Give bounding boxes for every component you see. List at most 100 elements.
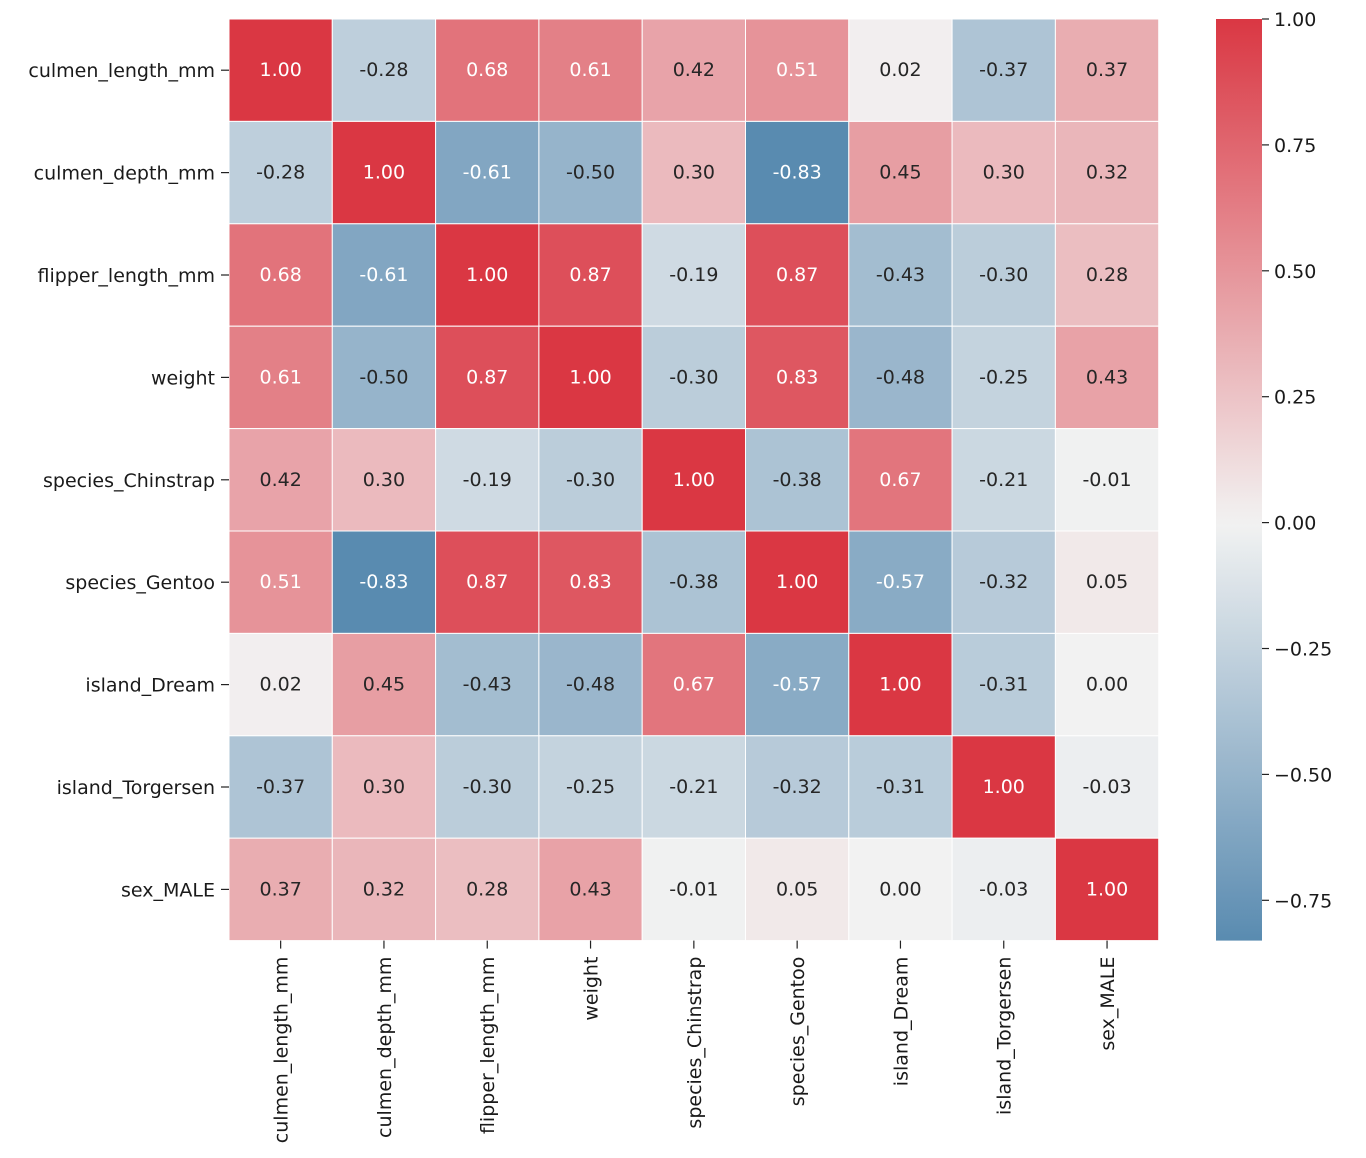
heatmap-cell-4-5 bbox=[745, 428, 850, 532]
heatmap-cell-1-7 bbox=[951, 120, 1056, 225]
cell-value-label-3-1: -0.50 bbox=[359, 366, 408, 388]
cell-value-label-6-4: 0.67 bbox=[673, 674, 715, 696]
cell-value-label-4-6: 0.67 bbox=[879, 469, 921, 491]
cell-value-label-2-8: 0.28 bbox=[1086, 264, 1128, 286]
cell-value-label-5-4: -0.38 bbox=[669, 571, 718, 593]
cell-value-label-7-5: -0.32 bbox=[773, 776, 822, 798]
cell-value-label-1-6: 0.45 bbox=[879, 162, 921, 184]
cell-value-label-0-2: 0.68 bbox=[466, 59, 508, 81]
cell-value-label-5-2: 0.87 bbox=[466, 571, 508, 593]
cell-value-label-6-2: -0.43 bbox=[463, 674, 512, 696]
heatmap-cell-7-2 bbox=[435, 735, 540, 839]
heatmap-cell-5-0 bbox=[228, 530, 333, 634]
heatmap-cell-7-3 bbox=[538, 735, 643, 839]
cell-value-label-0-7: -0.37 bbox=[979, 59, 1028, 81]
y-tick-label-6: island_Dream bbox=[85, 675, 215, 697]
cell-value-label-1-1: 1.00 bbox=[363, 162, 405, 184]
heatmap-cell-8-2 bbox=[435, 837, 540, 942]
heatmap-cell-8-4 bbox=[641, 837, 747, 942]
heatmap-cell-8-3 bbox=[538, 837, 643, 942]
cell-value-label-0-0: 1.00 bbox=[259, 59, 301, 81]
heatmap-cell-7-4 bbox=[641, 735, 747, 839]
cell-value-label-2-6: -0.43 bbox=[876, 264, 925, 286]
heatmap-cell-5-5 bbox=[745, 530, 850, 634]
cell-value-label-7-8: -0.03 bbox=[1082, 776, 1131, 798]
cell-value-label-2-1: -0.61 bbox=[359, 264, 408, 286]
cell-value-label-1-3: -0.50 bbox=[566, 162, 615, 184]
cell-value-label-6-7: -0.31 bbox=[979, 674, 1028, 696]
heatmap-cell-0-3 bbox=[538, 18, 643, 122]
cell-value-label-0-1: -0.28 bbox=[359, 59, 408, 81]
cell-value-label-3-7: -0.25 bbox=[979, 366, 1028, 388]
heatmap-cell-2-6 bbox=[848, 223, 953, 327]
heatmap-cell-0-1 bbox=[331, 18, 437, 122]
heatmap-cell-7-0 bbox=[228, 735, 333, 839]
heatmap-cell-0-2 bbox=[435, 18, 540, 122]
colorbar: 1.00 0.75 0.50 0.25 0.00 −0.25 −0.50 −0.75 bbox=[1216, 9, 1332, 941]
x-tick-label-0: culmen_length_mm bbox=[271, 957, 293, 1144]
cell-value-label-7-7: 1.00 bbox=[983, 776, 1025, 798]
cell-value-label-3-4: -0.30 bbox=[669, 366, 718, 388]
heatmap-cell-3-1 bbox=[331, 325, 437, 430]
cell-value-label-7-6: -0.31 bbox=[876, 776, 925, 798]
cell-value-labels: 1.00 -0.28 0.68 0.61 0.42 0.51 0.02 -0.37 0.37 -0… bbox=[256, 59, 1132, 900]
cell-value-label-3-8: 0.43 bbox=[1086, 366, 1128, 388]
cell-value-label-5-5: 1.00 bbox=[776, 571, 818, 593]
cell-value-label-0-8: 0.37 bbox=[1086, 59, 1128, 81]
x-tick-label-6: island_Dream bbox=[890, 957, 912, 1087]
cell-value-label-8-4: -0.01 bbox=[669, 878, 718, 900]
cell-value-label-8-7: -0.03 bbox=[979, 878, 1028, 900]
x-tick-label-2: flipper_length_mm bbox=[477, 957, 499, 1134]
heatmap-cell-5-2 bbox=[435, 530, 540, 634]
colorbar-tick-label-1: 0.75 bbox=[1274, 135, 1316, 157]
cell-value-label-2-0: 0.68 bbox=[259, 264, 301, 286]
cell-value-label-6-3: -0.48 bbox=[566, 674, 615, 696]
y-tick-label-0: culmen_length_mm bbox=[28, 60, 215, 82]
heatmap-cell-0-5 bbox=[745, 18, 850, 122]
heatmap-cell-5-8 bbox=[1054, 530, 1160, 634]
heatmap-cell-4-1 bbox=[331, 428, 437, 532]
cell-value-label-5-0: 0.51 bbox=[259, 571, 301, 593]
cell-value-label-4-2: -0.19 bbox=[463, 469, 512, 491]
cell-value-label-8-2: 0.28 bbox=[466, 878, 508, 900]
cell-value-label-1-4: 0.30 bbox=[673, 162, 715, 184]
cell-value-label-5-8: 0.05 bbox=[1086, 571, 1128, 593]
heatmap-cell-1-4 bbox=[641, 120, 747, 225]
heatmap-cell-2-2 bbox=[435, 223, 540, 327]
cell-value-label-1-2: -0.61 bbox=[463, 162, 512, 184]
heatmap-cell-8-8 bbox=[1054, 837, 1160, 942]
heatmap-cell-5-3 bbox=[538, 530, 643, 634]
cell-value-label-8-5: 0.05 bbox=[776, 878, 818, 900]
cell-value-label-6-6: 1.00 bbox=[879, 674, 921, 696]
cell-value-label-4-4: 1.00 bbox=[673, 469, 715, 491]
cell-value-label-8-0: 0.37 bbox=[259, 878, 301, 900]
cell-value-label-2-5: 0.87 bbox=[776, 264, 818, 286]
heatmap-cell-8-0 bbox=[228, 837, 333, 942]
colorbar-gradient bbox=[1216, 19, 1262, 941]
heatmap-cell-3-7 bbox=[951, 325, 1056, 430]
cell-value-label-5-3: 0.83 bbox=[569, 571, 611, 593]
cell-value-label-4-3: -0.30 bbox=[566, 469, 615, 491]
heatmap-cell-1-6 bbox=[848, 120, 953, 225]
colorbar-tick-label-4: 0.00 bbox=[1274, 513, 1316, 535]
cell-value-label-8-6: 0.00 bbox=[879, 878, 921, 900]
heatmap-cell-2-0 bbox=[228, 223, 333, 327]
x-tick-label-5: species_Gentoo bbox=[787, 957, 809, 1107]
cell-value-label-6-1: 0.45 bbox=[363, 674, 405, 696]
x-tick-label-8: sex_MALE bbox=[1097, 957, 1119, 1051]
colorbar-tick-label-6: −0.50 bbox=[1274, 764, 1332, 786]
colorbar-tick-label-5: −0.25 bbox=[1274, 639, 1332, 661]
heatmap-cell-8-6 bbox=[848, 837, 953, 942]
heatmap-cell-4-2 bbox=[435, 428, 540, 532]
colorbar-tick-label-0: 1.00 bbox=[1274, 9, 1316, 31]
cell-value-label-8-3: 0.43 bbox=[569, 878, 611, 900]
heatmap-cell-1-2 bbox=[435, 120, 540, 225]
cell-value-label-2-2: 1.00 bbox=[466, 264, 508, 286]
cell-value-label-3-2: 0.87 bbox=[466, 366, 508, 388]
heatmap-cell-0-7 bbox=[951, 18, 1056, 122]
heatmap-cell-2-1 bbox=[331, 223, 437, 327]
cell-value-label-0-5: 0.51 bbox=[776, 59, 818, 81]
cell-value-label-8-1: 0.32 bbox=[363, 878, 405, 900]
heatmap-cell-4-3 bbox=[538, 428, 643, 532]
